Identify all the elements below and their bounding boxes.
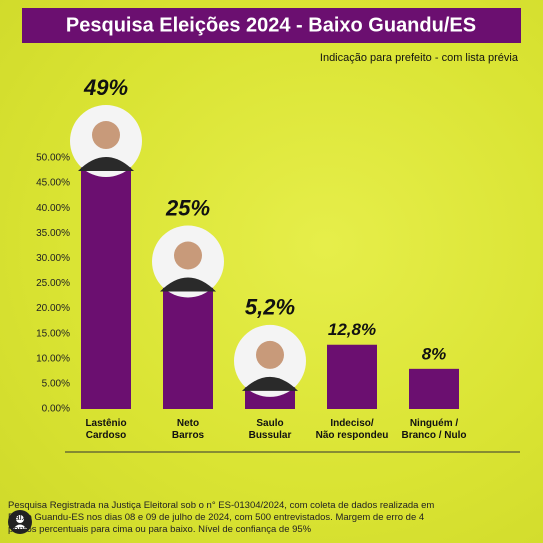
y-tick-label: 0.00% <box>42 404 70 415</box>
value-label: 25% <box>165 195 210 220</box>
value-label: 8% <box>422 344 447 363</box>
y-tick-label: 30.00% <box>36 253 70 264</box>
bar <box>327 344 377 409</box>
photo-face <box>92 121 120 150</box>
y-tick-label: 40.00% <box>36 203 70 214</box>
photo-face <box>174 241 202 270</box>
profile-icon-head <box>16 515 24 523</box>
y-tick-label: 20.00% <box>36 303 70 314</box>
photo-body <box>78 157 134 172</box>
photo-body <box>242 376 298 391</box>
y-tick-label: 45.00% <box>36 178 70 189</box>
value-label: 5,2% <box>245 295 295 320</box>
y-tick-label: 10.00% <box>36 353 70 364</box>
value-label: 49% <box>83 75 128 100</box>
chart-subtitle: Indicação para prefeito - com lista prév… <box>320 52 519 64</box>
photo-face <box>256 340 284 369</box>
y-tick-label: 5.00% <box>42 379 70 390</box>
chart-title: Pesquisa Eleições 2024 - Baixo Guandu/ES <box>66 14 476 36</box>
bar <box>163 283 213 409</box>
y-tick-label: 35.00% <box>36 228 70 239</box>
footnote: Pesquisa Registrada na Justiça Eleitoral… <box>8 500 435 535</box>
x-tick-label: Saulo Bussular <box>248 418 292 441</box>
y-tick-label: 15.00% <box>36 328 70 339</box>
x-tick-label: Ninguém / Branco / Nulo <box>401 418 467 441</box>
photo-body <box>160 277 216 292</box>
x-tick-label: Indeciso/ Não respondeu <box>315 418 389 441</box>
profile-icon-body <box>13 524 27 529</box>
value-label: 12,8% <box>328 320 376 339</box>
bar <box>81 163 131 409</box>
x-tick-label: Lastênio Cardoso <box>85 418 127 441</box>
y-tick-label: 25.00% <box>36 278 70 289</box>
y-tick-label: 50.00% <box>36 153 70 164</box>
x-tick-label: Neto Barros <box>171 418 205 441</box>
title-bar <box>22 8 521 43</box>
bar <box>409 368 459 409</box>
